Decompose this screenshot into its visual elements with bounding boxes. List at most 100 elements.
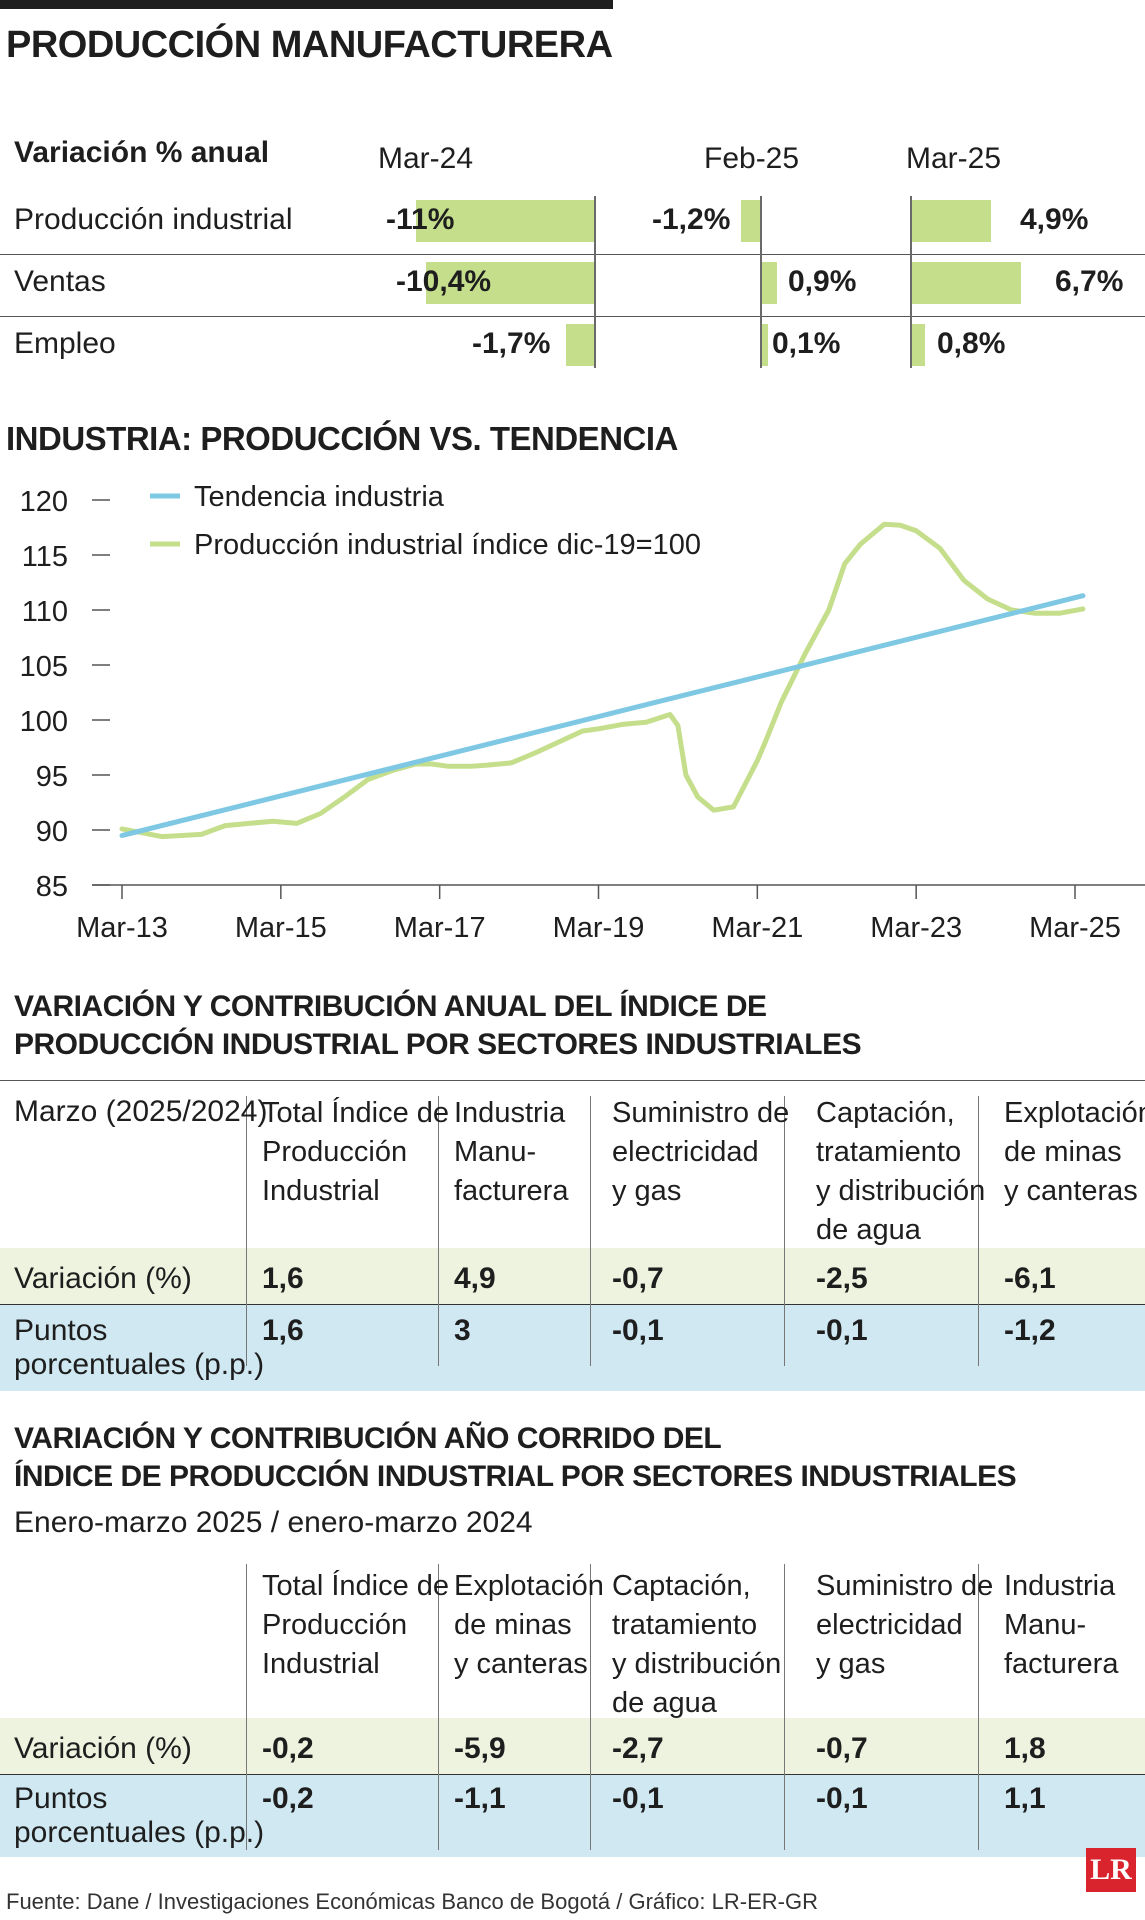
series-line-produccion: [119, 521, 1086, 840]
t1-header-line: de minas: [1004, 1136, 1122, 1168]
x-tick-label: Mar-25: [1029, 912, 1121, 944]
x-tick-label: Mar-15: [235, 912, 327, 944]
t2-row1-cell: -0,7: [816, 1732, 868, 1765]
lr-logo-text: LR: [1090, 1853, 1132, 1886]
t2-col-separator: [590, 1564, 591, 1850]
t1-header-line: Industrial: [262, 1175, 380, 1207]
value-empleo-feb25: 0,1%: [772, 327, 841, 360]
t1-col-separator: [438, 1096, 439, 1366]
t1-header-line: Captación,: [816, 1097, 955, 1129]
row-label-produccion: Producción industrial: [14, 203, 293, 236]
t1-header-line: Industria: [454, 1097, 566, 1129]
t1-header-0: Total Índice de Producción Industrial: [262, 1094, 449, 1211]
t2-row1-cell: -5,9: [454, 1732, 506, 1765]
y-tick-label: 85: [36, 871, 68, 903]
row-label-empleo: Empleo: [14, 327, 116, 360]
table2-row-divider: [0, 1774, 1145, 1775]
bar-produccion-mar24: [415, 200, 594, 242]
t2-header-line: tratamiento: [612, 1609, 758, 1641]
t2-header-line: y gas: [816, 1648, 886, 1680]
t2-header-line: y canteras: [454, 1648, 588, 1680]
t2-header-line: y distribución: [612, 1648, 782, 1680]
t1-col-separator: [246, 1096, 247, 1366]
t2-header-2: Captación, tratamiento y distribución de ag…: [612, 1567, 781, 1723]
bar-empleo-mar24: [566, 324, 594, 366]
value-ventas-feb25: 0,9%: [788, 265, 857, 298]
zero-axis-mar25: [910, 196, 912, 368]
table2-title: VARIACIÓN Y CONTRIBUCIÓN AÑO CORRIDO DEL…: [14, 1420, 1017, 1496]
y-tick-label: 115: [22, 541, 68, 573]
period-mar24: Mar-24: [378, 142, 474, 175]
value-ventas-mar24: -10,4%: [396, 265, 492, 298]
t2-header-line: Producción: [262, 1609, 408, 1641]
t1-row1-cell: 1,6: [262, 1262, 304, 1295]
t1-col-separator: [590, 1096, 591, 1366]
t1-col-separator: [784, 1096, 785, 1366]
t1-row1-cell: -2,5: [816, 1262, 868, 1295]
t2-col-separator: [246, 1564, 247, 1850]
t2-header-line: de agua: [612, 1687, 717, 1719]
t1-row1-cell: 4,9: [454, 1262, 496, 1295]
table2-row1-bg: [0, 1718, 1145, 1774]
t2-header-3: Suministro de electricidad y gas: [816, 1567, 993, 1684]
t2-header-line: Captación,: [612, 1570, 751, 1602]
t1-row2-cell: -0,1: [816, 1314, 868, 1347]
table1-corner: Marzo (2025/2024): [14, 1095, 268, 1128]
t1-row2-cell: 3: [454, 1314, 471, 1347]
t2-header-line: de minas: [454, 1609, 572, 1641]
t2-header-line: electricidad: [816, 1609, 963, 1641]
t1-header-line: y gas: [612, 1175, 682, 1207]
t1-row2-cell: 1,6: [262, 1314, 304, 1347]
t1-header-line: electricidad: [612, 1136, 759, 1168]
t2-header-line: facturera: [1004, 1648, 1119, 1680]
table1-top-rule: [0, 1080, 1145, 1081]
t2-col-separator: [978, 1564, 979, 1850]
t1-row1-cell: -0,7: [612, 1262, 664, 1295]
t1-col-separator: [978, 1096, 979, 1366]
t1-header-4: Explotación de minas y canteras: [1004, 1094, 1145, 1211]
table2-subtitle: Enero-marzo 2025 / enero-marzo 2024: [14, 1506, 533, 1539]
page-title: PRODUCCIÓN MANUFACTURERA: [6, 24, 613, 66]
value-empleo-mar24: -1,7%: [472, 327, 551, 360]
source-note: Fuente: Dane / Investigaciones Económica…: [6, 1889, 818, 1914]
t1-row2-cell: -0,1: [612, 1314, 664, 1347]
x-tick-label: Mar-17: [394, 912, 486, 944]
table1-row-divider: [0, 1304, 1145, 1305]
table2-row2-label-line2: porcentuales (p.p.): [14, 1816, 265, 1849]
t2-row1-cell: -0,2: [262, 1732, 314, 1765]
t2-header-line: Explotación: [454, 1570, 604, 1602]
t1-header-1: Industria Manu-facturera: [454, 1094, 568, 1211]
row-label-ventas: Ventas: [14, 265, 106, 298]
table2-row2-label-line1: Puntos: [14, 1782, 108, 1815]
table1-row1-bg: [0, 1248, 1145, 1304]
t1-header-line: facturera: [454, 1175, 569, 1207]
t2-header-1: Explotación de minas y canteras: [454, 1567, 604, 1684]
variacion-label: Variación % anual: [14, 136, 270, 169]
y-tick-label: 120: [20, 486, 68, 518]
series-line-tendencia: [119, 593, 1086, 838]
t2-row2-cell: -1,1: [454, 1782, 506, 1815]
t1-header-line: Suministro de: [612, 1097, 790, 1129]
table1-row2-label: Puntos porcentuales (p.p.): [14, 1314, 264, 1382]
table2-title-line1: VARIACIÓN Y CONTRIBUCIÓN AÑO CORRIDO DEL: [14, 1422, 722, 1455]
table1-row2-label-line1: Puntos: [14, 1314, 108, 1347]
bar-ventas-mar25: [912, 262, 1021, 304]
x-tick-label: Mar-21: [711, 912, 803, 944]
t1-header-line: Total Índice de: [262, 1097, 450, 1129]
t2-row2-cell: -0,1: [612, 1782, 664, 1815]
y-tick-label: 90: [36, 816, 68, 848]
value-empleo-mar25: 0,8%: [937, 327, 1006, 360]
y-tick-label: 95: [36, 761, 68, 793]
period-mar25: Mar-25: [906, 142, 1002, 175]
top-rule: [0, 0, 613, 9]
t2-row1-cell: 1,8: [1004, 1732, 1046, 1765]
legend-label: Producción industrial índice dic-19=100: [194, 529, 701, 561]
table1-title-line2: PRODUCCIÓN INDUSTRIAL POR SECTORES INDUS…: [14, 1028, 862, 1061]
value-produccion-mar24: -11%: [386, 203, 455, 236]
period-feb25: Feb-25: [704, 142, 800, 175]
t1-header-2: Suministro de electricidad y gas: [612, 1094, 789, 1211]
bar-ventas-feb25: [762, 262, 777, 304]
table1-row2-label-line2: porcentuales (p.p.): [14, 1348, 265, 1381]
t2-header-line: Industrial: [262, 1648, 380, 1680]
bar-empleo-feb25: [762, 324, 768, 366]
